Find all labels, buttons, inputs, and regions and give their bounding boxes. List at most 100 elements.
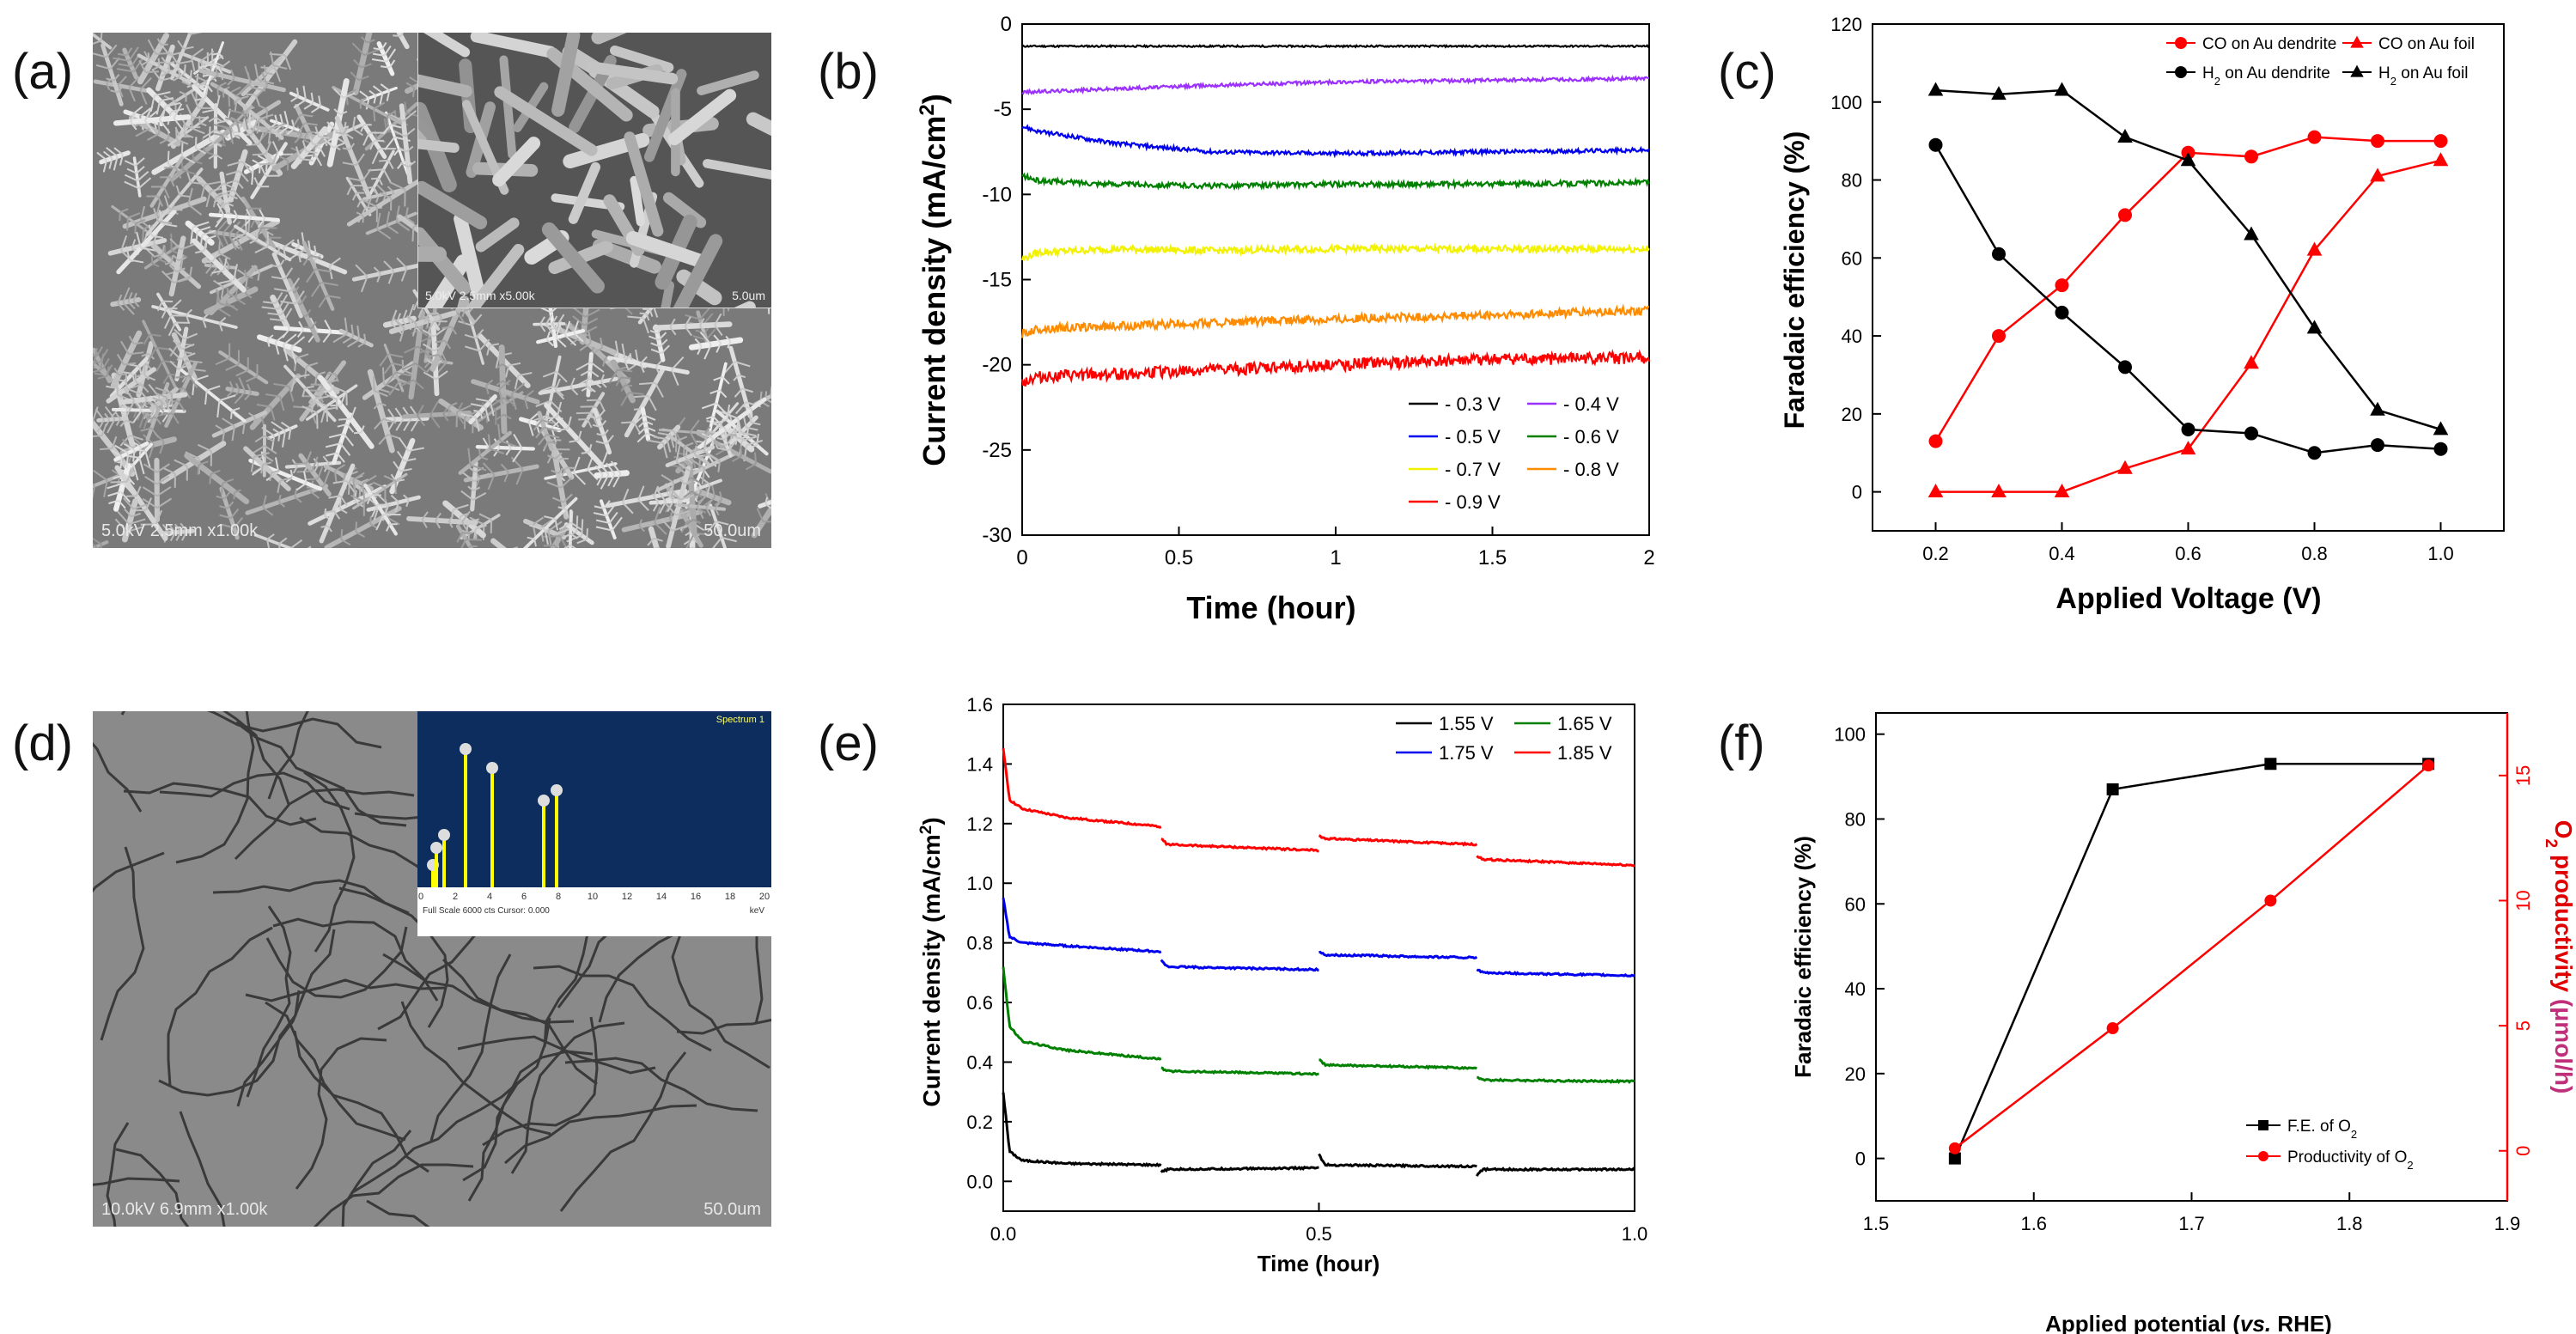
- dendrite-twig: [127, 212, 141, 219]
- dendrite-twig: [130, 113, 137, 123]
- dendrite-twig: [551, 496, 564, 503]
- y-axis-label: Faradaic efficiency (%): [1779, 131, 1810, 429]
- dendrite-twig: [603, 429, 609, 436]
- dendrite-branch: [156, 292, 182, 332]
- eds-unit: keV: [750, 906, 765, 916]
- dendrite-twig: [390, 309, 398, 325]
- dendrite-twig: [540, 385, 554, 393]
- dendrite-twig: [106, 147, 119, 157]
- series-line: [1002, 966, 1162, 1061]
- dendrite-twig: [119, 208, 129, 213]
- dendrite-twig: [390, 494, 399, 503]
- dendrite-twig: [290, 347, 297, 364]
- crack-line: [222, 711, 290, 805]
- dendrite-twig: [456, 405, 472, 413]
- data-point: [2106, 783, 2119, 795]
- dendrite-twig: [138, 446, 142, 455]
- dendrite-twig: [731, 455, 742, 462]
- dendrite-twig: [563, 493, 573, 503]
- dendrite-twig: [464, 333, 477, 339]
- dendrite-twig: [734, 401, 747, 415]
- dendrite-twig: [643, 414, 656, 421]
- dendrite-twig: [184, 133, 194, 139]
- dendrite-twig: [198, 84, 208, 88]
- dendrite-twig: [701, 467, 706, 484]
- crack-line: [457, 1035, 656, 1075]
- dendrite-twig: [628, 392, 644, 395]
- dendrite-branch: [149, 387, 179, 411]
- dendrite-twig: [352, 117, 356, 129]
- crack-line: [179, 1111, 226, 1227]
- dendrite-twig: [235, 382, 241, 392]
- dendrite-twig: [546, 338, 554, 347]
- dendrite-twig: [186, 359, 203, 364]
- dendrite-twig: [192, 221, 210, 228]
- dendrite-twig: [211, 269, 224, 274]
- dendrite-twig: [249, 239, 258, 245]
- x-tick-label: 0.2: [1922, 543, 1949, 564]
- data-point: [1992, 247, 2006, 261]
- dendrite-twig: [231, 426, 236, 442]
- crack-line: [382, 953, 575, 1024]
- dendrite-twig: [111, 449, 123, 458]
- dendrite-branch: [253, 533, 295, 548]
- dendrite-twig: [295, 290, 305, 305]
- data-point: [2117, 129, 2133, 143]
- dendrite-twig: [123, 442, 135, 451]
- dendrite-twig: [328, 495, 341, 499]
- dendrite-twig: [579, 342, 592, 351]
- dendrite-twig: [135, 218, 146, 224]
- dendrite-twig: [742, 415, 747, 428]
- x-tick-label: 2: [1643, 546, 1654, 570]
- dendrite-twig: [665, 490, 674, 503]
- crack-line: [234, 788, 415, 861]
- dendrite-twig: [385, 371, 397, 386]
- dendrite-twig: [373, 95, 377, 104]
- dendrite-twig: [555, 428, 569, 432]
- dendrite-twig: [360, 124, 365, 132]
- dendrite-twig: [554, 518, 559, 531]
- crack-line: [206, 711, 382, 749]
- dendrite-twig: [218, 257, 225, 268]
- dendrite-twig: [297, 253, 301, 263]
- dendrite-twig: [187, 204, 203, 216]
- dendrite-twig: [636, 432, 649, 443]
- y2-tick-label: 10: [2512, 890, 2534, 911]
- dendrite-twig: [387, 110, 397, 117]
- dendrite-twig: [254, 64, 259, 81]
- dendrite-twig: [259, 113, 274, 120]
- dendrite-twig: [119, 435, 131, 447]
- dendrite-branch: [284, 460, 342, 469]
- dendrite-twig: [487, 434, 491, 449]
- dendrite-twig: [146, 416, 156, 420]
- dendrite-twig: [93, 52, 107, 58]
- dendrite-twig: [197, 226, 211, 233]
- dendrite-twig: [448, 515, 454, 522]
- dendrite-twig: [770, 386, 771, 397]
- dendrite-twig: [373, 402, 380, 410]
- dendrite-twig: [132, 464, 139, 481]
- dendrite-twig: [564, 509, 569, 517]
- dendrite-twig: [399, 467, 412, 472]
- dendrite-twig: [726, 405, 731, 420]
- dendrite-twig: [219, 394, 236, 402]
- dendrite-twig: [138, 59, 147, 73]
- crack-line: [272, 917, 439, 1002]
- dendrite-twig: [275, 333, 286, 344]
- dendrite-twig: [283, 308, 293, 321]
- dendrite-branch: [666, 466, 691, 548]
- dendrite-twig: [667, 501, 674, 513]
- dendrite-twig: [482, 462, 496, 476]
- dendrite-branch: [145, 168, 204, 236]
- dendrite-twig: [411, 324, 417, 337]
- series-line: [1954, 764, 2429, 1149]
- dendrite-twig: [405, 216, 415, 224]
- dendrite-twig: [184, 332, 198, 340]
- dendrite-twig: [442, 413, 449, 422]
- dendrite-twig: [563, 320, 571, 336]
- dendrite-twig: [689, 419, 700, 433]
- dendrite-twig: [692, 335, 707, 341]
- dendrite-twig: [484, 406, 490, 422]
- dendrite-twig: [226, 389, 234, 398]
- dendrite-twig: [352, 127, 364, 137]
